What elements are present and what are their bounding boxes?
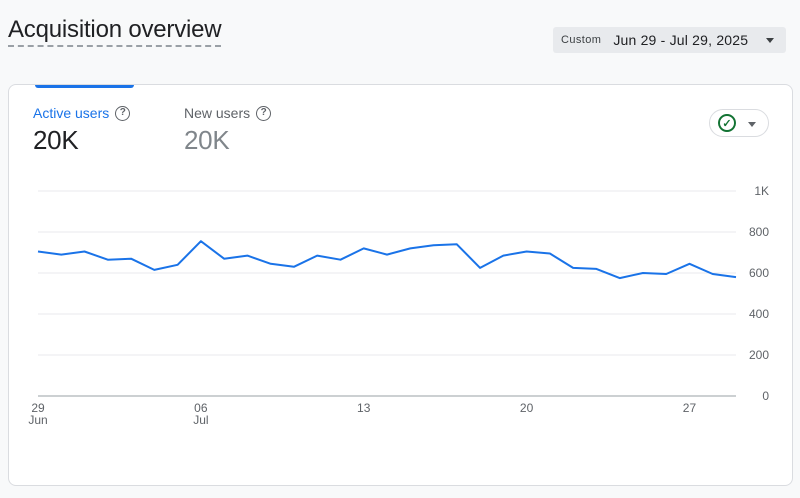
chevron-down-icon [766,38,774,43]
x-tick-label: 20 [520,401,534,415]
help-icon[interactable]: ? [115,105,131,121]
x-tick-month-label: Jul [193,413,208,427]
y-tick-label: 1K [754,184,769,198]
acquisition-card: Active users ? 20K New users ? 20K ✓ 0 20… [8,84,793,486]
chevron-down-icon [748,122,756,127]
metric-tab-active-users[interactable]: Active users ? 20K [33,105,131,156]
data-status-button[interactable]: ✓ [709,109,769,137]
active-tab-indicator [35,85,134,88]
x-tick-label: 27 [683,401,697,415]
metric-value: 20K [33,125,79,155]
date-range-picker[interactable]: Custom Jun 29 - Jul 29, 2025 [553,27,786,53]
help-icon[interactable]: ? [256,105,272,121]
metric-value: 20K [184,125,230,155]
metric-label: Active users [33,105,110,121]
date-range-label: Jun 29 - Jul 29, 2025 [613,32,749,48]
series-line-active-users [37,240,737,280]
custom-range-chip: Custom [561,34,602,46]
check-circle-icon: ✓ [718,114,736,132]
y-tick-label: 0 [762,389,769,403]
metric-tab-new-users[interactable]: New users ? 20K [184,105,272,156]
x-tick-label: 13 [357,401,371,415]
y-tick-label: 600 [749,266,769,280]
x-tick-label: 29 [31,401,45,415]
x-tick-label: 06 [194,401,208,415]
y-tick-label: 800 [749,225,769,239]
page-title: Acquisition overview [8,16,222,47]
y-tick-label: 400 [749,307,769,321]
metric-label: New users [184,105,251,121]
y-tick-label: 200 [749,348,769,362]
x-tick-month-label: Jun [28,413,47,427]
